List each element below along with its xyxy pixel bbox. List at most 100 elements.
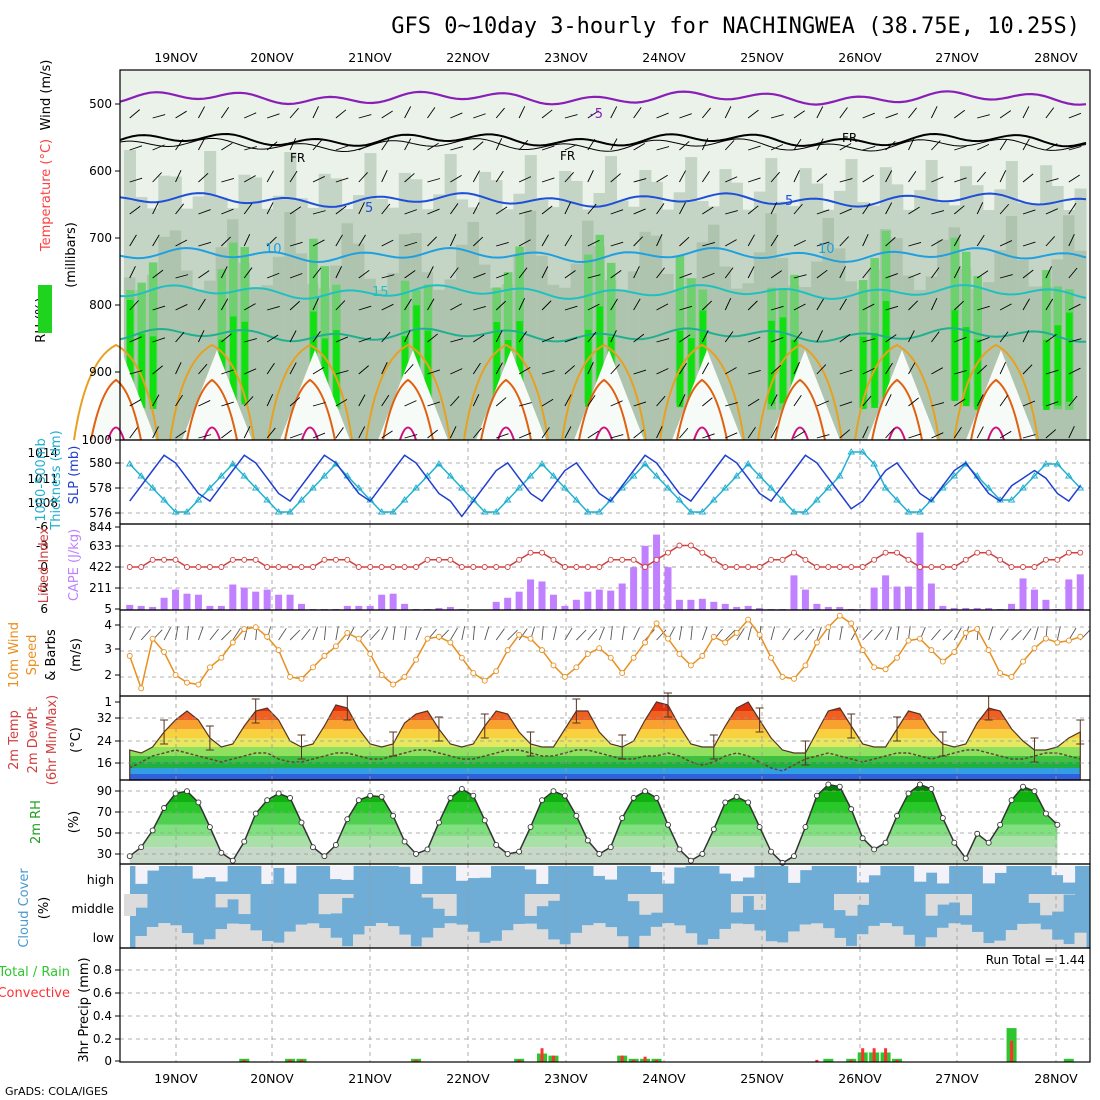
wind10-speed-line-point <box>596 645 603 652</box>
wind10-barb <box>369 629 380 641</box>
rh-band-90 <box>333 330 340 408</box>
wind10-speed-line-point <box>218 654 225 661</box>
wind10-speed-line-point <box>997 670 1004 677</box>
rh-band-50 <box>272 256 285 440</box>
thickness-line-point <box>629 472 638 479</box>
thickness-line-point <box>526 472 535 479</box>
wind-barb <box>267 113 280 119</box>
thickness-line-point <box>160 496 168 503</box>
cape-bar <box>355 605 363 610</box>
wind-barb <box>312 239 325 247</box>
cloud-mid-gap <box>341 894 354 898</box>
wind-barb <box>381 362 388 375</box>
cape-bar <box>641 545 649 610</box>
cloud-low-gap <box>1074 932 1087 948</box>
cloud-high-gap <box>215 866 228 882</box>
wind10-barb <box>392 626 396 641</box>
wind10-speed-line-point <box>722 639 729 646</box>
wind-barb <box>267 306 280 311</box>
wind-barb <box>381 170 388 183</box>
wind-barb <box>747 427 756 439</box>
lifted-index-line-point <box>401 564 408 570</box>
cloud-low-gap <box>513 923 526 948</box>
wind-barb <box>404 173 415 183</box>
cloud-mid-gap <box>330 894 343 914</box>
thickness-line-point <box>664 484 672 491</box>
wind10-speed-line-point <box>928 647 935 654</box>
temp2m-tick: 32 <box>97 711 112 725</box>
cloud-low-gap <box>547 939 560 948</box>
wind-barb <box>404 298 412 311</box>
rh2m-line <box>129 783 1058 864</box>
cloud-low-gap <box>375 923 388 948</box>
rh2m-line-point <box>745 799 752 806</box>
cloud-low-gap <box>891 926 904 948</box>
cloud-low-gap <box>1005 930 1018 948</box>
contour-label-minus5: -5 <box>590 107 603 122</box>
cape-bar <box>904 586 912 610</box>
wind-barb <box>473 113 486 119</box>
wind-barb <box>198 298 206 311</box>
cloud-high-gap <box>478 866 492 878</box>
wind10-barb <box>805 628 815 641</box>
date-label-bottom: 19NOV <box>154 1071 198 1086</box>
lifted-index-line-point <box>321 556 328 563</box>
temp-contour-25 <box>267 343 353 441</box>
wind10-barb <box>999 628 1009 641</box>
wind-barb <box>931 140 941 151</box>
lifted-index-line-point <box>435 556 442 563</box>
wind-barb <box>129 205 141 215</box>
cloud-mid-gap <box>730 894 743 913</box>
wind-barb <box>954 369 967 375</box>
wind-barb <box>610 209 624 215</box>
precip-conv-bar <box>551 1055 555 1062</box>
cloud-low-gap <box>582 925 595 948</box>
rh2m-line-point <box>596 850 603 857</box>
cloud-mid-gap <box>650 894 663 913</box>
cloud-mid-gap <box>627 894 640 902</box>
wind10-speed-line-point <box>367 651 374 657</box>
wind-barb <box>564 270 576 279</box>
cloud-mid-gap <box>421 894 434 898</box>
temp-band <box>129 762 1081 768</box>
cloud-high-gap <box>914 866 927 882</box>
wind-barb <box>518 106 526 119</box>
wind-barb <box>175 362 182 375</box>
wind-barb <box>266 141 278 151</box>
pressure-level-label: 1000 <box>81 433 112 447</box>
rh-band-90 <box>688 338 695 410</box>
wind-barb <box>862 426 869 439</box>
cape-bar <box>435 607 443 610</box>
thickness-line-point <box>148 484 157 491</box>
wind-barb <box>427 401 440 407</box>
cloud-low-gap <box>364 926 377 948</box>
ylabel-temp2m: 2m Temp <box>7 710 22 770</box>
wind-barb <box>449 426 457 439</box>
wind10-barb <box>381 627 388 641</box>
wind-barb <box>725 239 737 247</box>
thickness-line-point <box>274 508 283 515</box>
cloud-low-gap <box>146 926 159 948</box>
rh-band-50 <box>249 287 262 440</box>
wind-barb <box>587 203 597 215</box>
wind-barb <box>220 298 229 311</box>
wind10-speed-line-point <box>905 637 912 644</box>
wind-barb <box>449 234 457 247</box>
wind-barb <box>999 110 1012 119</box>
cape-bar <box>137 605 145 610</box>
wind-barb <box>1022 241 1036 247</box>
wind-barb <box>152 305 166 311</box>
rh-band-50 <box>261 285 274 440</box>
wind-barb <box>610 269 622 279</box>
wind10-speed-line-point <box>745 616 752 623</box>
rh2m-line-point <box>665 821 671 828</box>
wind-barb <box>1068 395 1078 407</box>
wind-barb <box>335 266 343 279</box>
cape-bar <box>378 594 386 610</box>
ylabel-minmax: (6hr Min/Max) <box>45 695 60 785</box>
precip-tick: 0.2 <box>93 1032 112 1046</box>
wind-barb <box>839 208 852 215</box>
wind-barb <box>175 394 183 407</box>
cape-bar <box>801 589 809 610</box>
wind10-barb <box>209 628 219 641</box>
